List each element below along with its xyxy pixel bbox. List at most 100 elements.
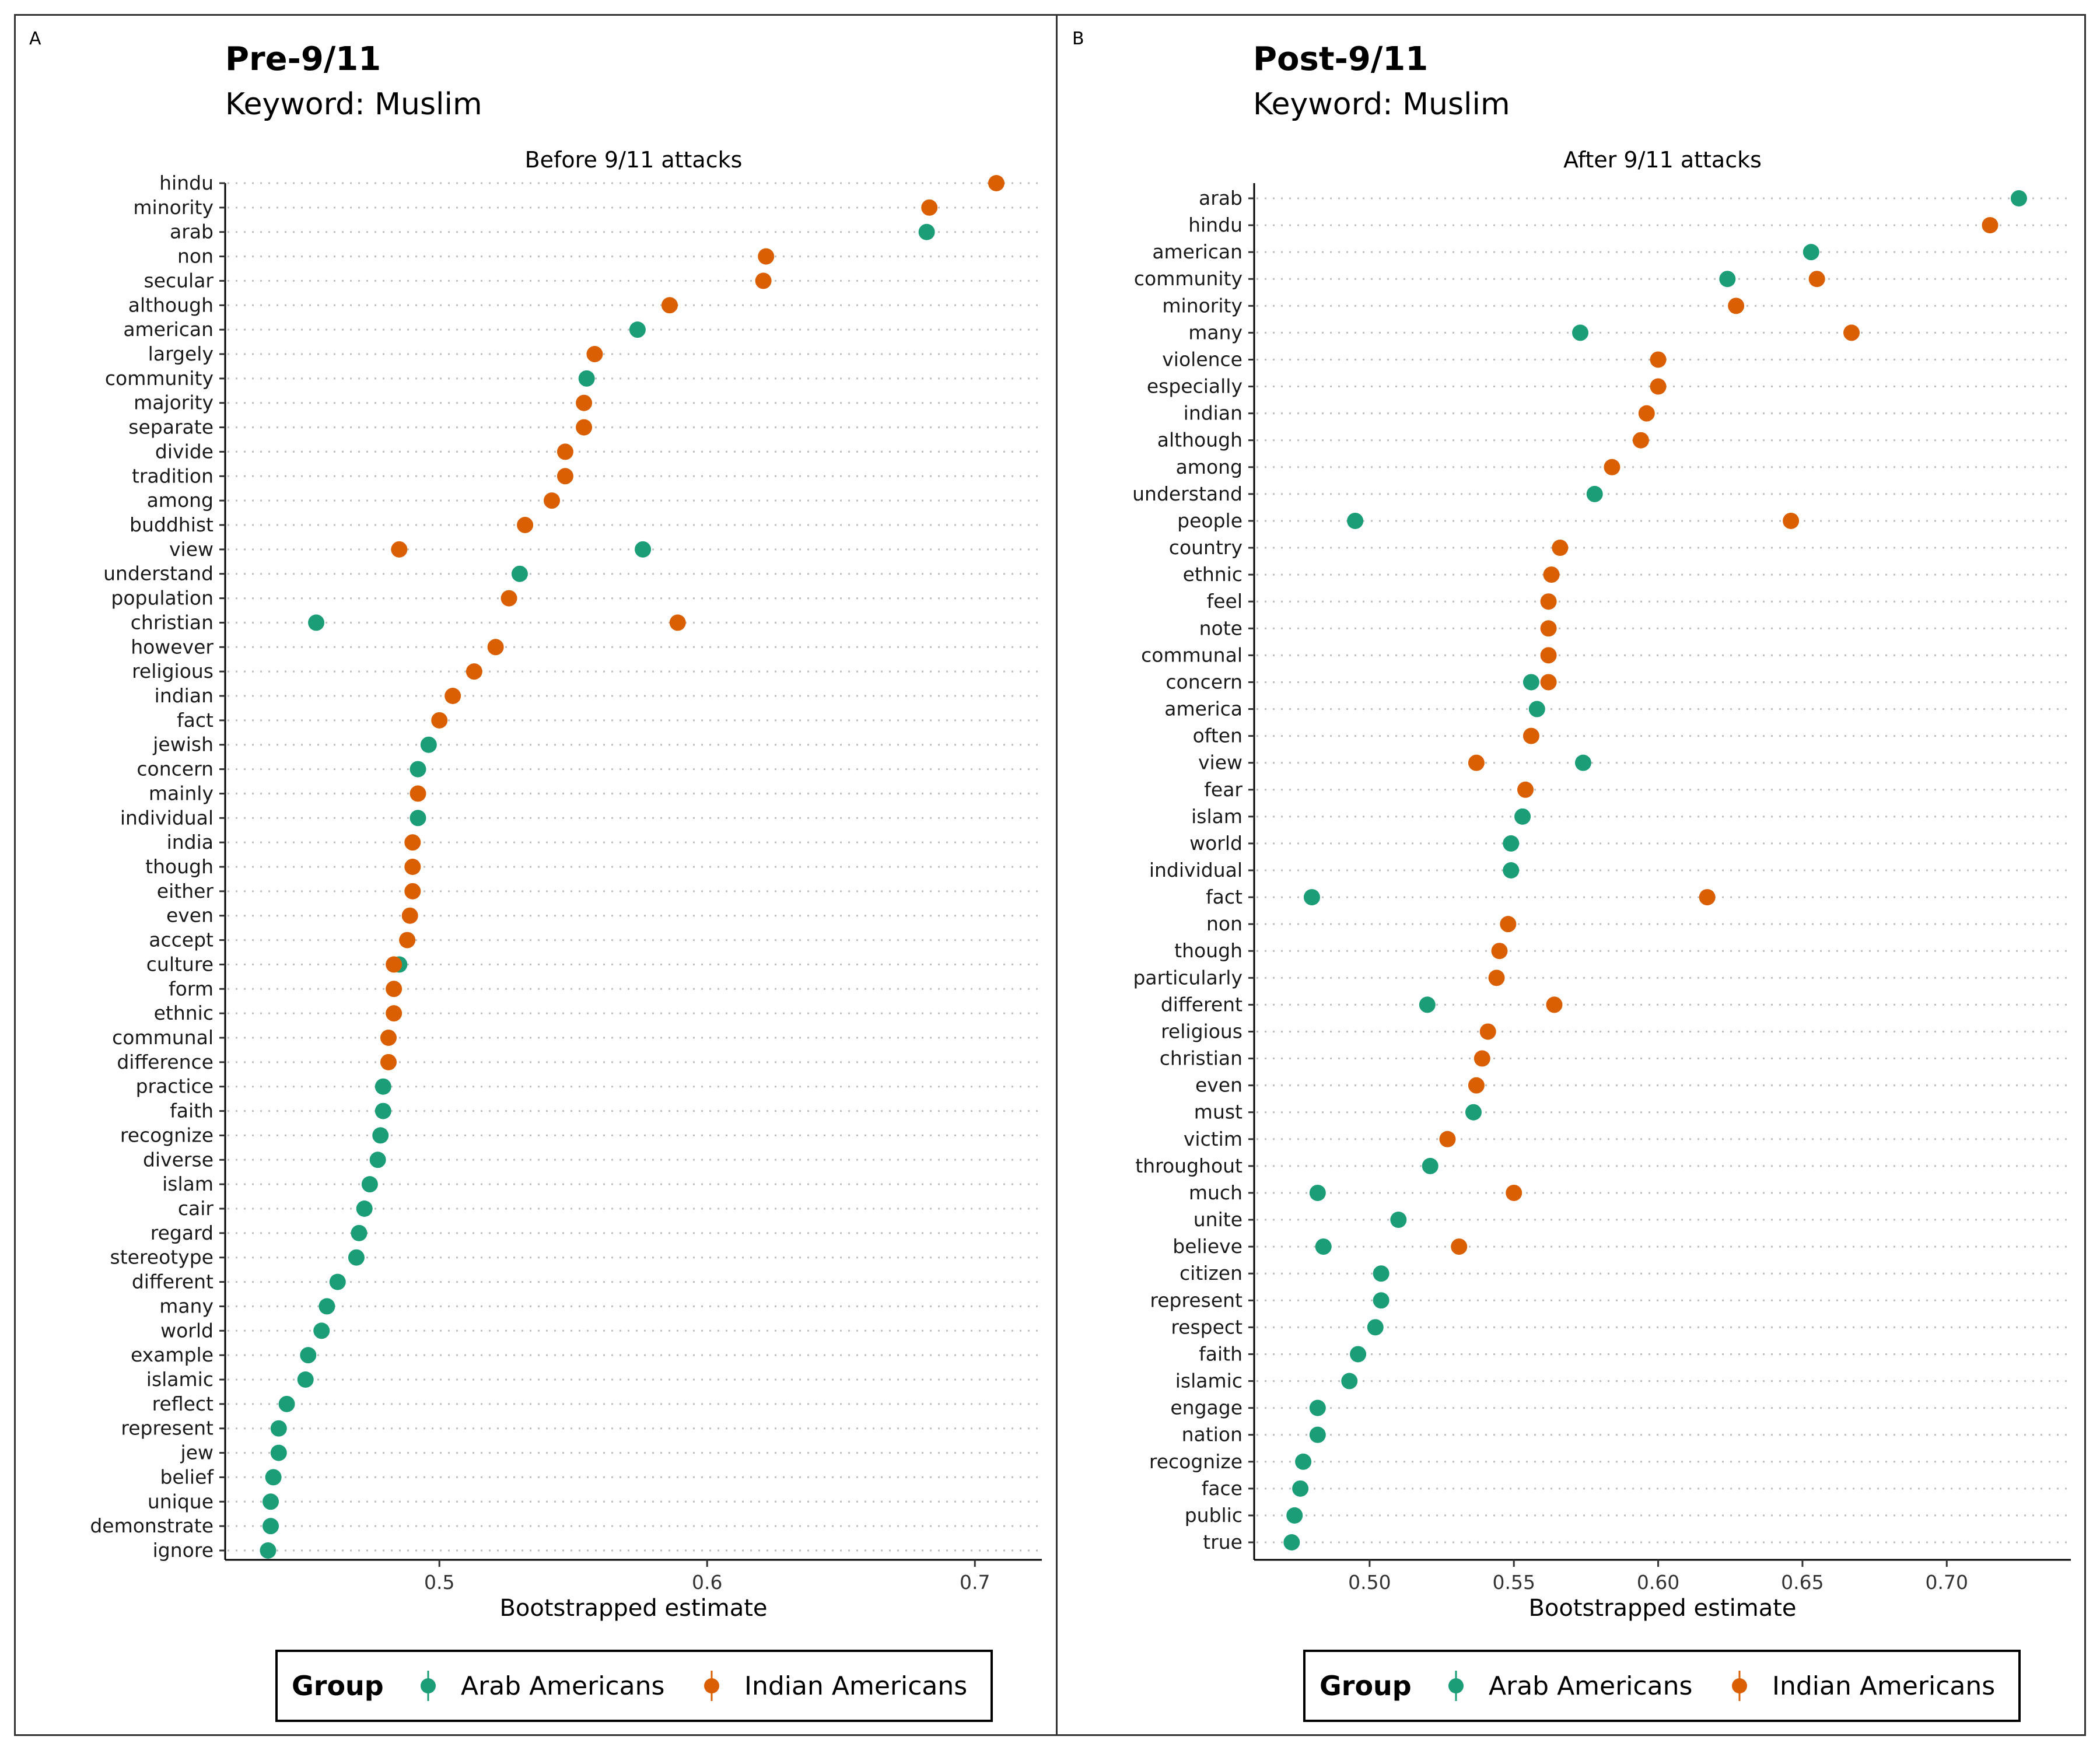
point-arab-faith xyxy=(1350,1346,1367,1363)
point-arab-believe xyxy=(1315,1238,1332,1255)
point-arab-islam xyxy=(361,1176,378,1193)
panel-a-legend-title: Group xyxy=(292,1670,384,1702)
point-arab-jewish xyxy=(420,736,437,753)
x-tick-label: 0.70 xyxy=(1926,1571,1968,1594)
y-tick-label: communal xyxy=(1141,643,1242,666)
legend-indian-key-dot xyxy=(1732,1678,1747,1693)
point-arab-many xyxy=(1572,324,1589,341)
y-tick-label: often xyxy=(1193,724,1242,747)
y-tick-label: hindu xyxy=(159,172,214,194)
y-tick-label: view xyxy=(169,538,214,561)
point-arab-public xyxy=(1286,1507,1303,1524)
point-indian-believe xyxy=(1451,1238,1468,1255)
point-arab-jew xyxy=(270,1444,287,1461)
point-arab-citizen xyxy=(1373,1265,1390,1282)
point-arab-different xyxy=(329,1273,346,1290)
y-tick-label: arab xyxy=(1199,187,1242,209)
point-indian-people xyxy=(1783,512,1800,529)
y-tick-label: public xyxy=(1185,1504,1242,1527)
panel-b-legend-indian-label: Indian Americans xyxy=(1772,1671,1995,1701)
y-tick-label: communal xyxy=(112,1026,214,1049)
legend-arab-key-dot xyxy=(421,1678,436,1693)
point-indian-accept xyxy=(399,932,416,949)
point-indian-however xyxy=(487,639,504,656)
legend-indian-key-dot xyxy=(704,1678,719,1693)
point-indian-different xyxy=(1546,996,1563,1013)
panel-b-legend-box xyxy=(1303,1650,2021,1722)
point-indian-minority xyxy=(1728,298,1745,314)
point-arab-throughout xyxy=(1422,1157,1438,1174)
panel-b-strip-label: After 9/11 attacks xyxy=(1563,147,1762,173)
x-tick-label: 0.65 xyxy=(1781,1571,1824,1594)
y-tick-label: belief xyxy=(160,1465,214,1488)
y-tick-label: buddhist xyxy=(130,513,214,536)
y-tick-label: individual xyxy=(1149,859,1242,881)
point-indian-ethnic xyxy=(386,1005,402,1022)
y-tick-label: difference xyxy=(117,1051,214,1073)
point-arab-unique xyxy=(262,1493,279,1510)
point-arab-islam xyxy=(1514,808,1531,825)
y-tick-label: culture xyxy=(146,953,214,975)
y-tick-label: stereotype xyxy=(110,1246,214,1269)
point-indian-although xyxy=(1632,432,1649,449)
x-tick-label: 0.7 xyxy=(960,1571,990,1594)
y-tick-label: particularly xyxy=(1133,966,1242,989)
panel-a-x-axis-title: Bootstrapped estimate xyxy=(499,1595,767,1622)
point-arab-view xyxy=(635,541,652,558)
y-tick-label: although xyxy=(128,293,214,316)
y-tick-label: separate xyxy=(128,416,214,439)
y-tick-label: many xyxy=(159,1294,214,1317)
point-indian-fact xyxy=(431,712,448,729)
y-tick-label: largely xyxy=(148,342,214,365)
point-indian-fear xyxy=(1517,781,1534,798)
y-tick-label: regard xyxy=(150,1222,214,1244)
point-arab-people xyxy=(1347,512,1364,529)
point-arab-individual xyxy=(410,810,426,827)
y-tick-label: christian xyxy=(131,611,214,634)
point-arab-must xyxy=(1465,1104,1482,1121)
panel-b-x-axis-title: Bootstrapped estimate xyxy=(1528,1595,1796,1622)
y-tick-label: non xyxy=(1206,912,1242,935)
point-arab-world xyxy=(1503,835,1520,852)
point-indian-victim xyxy=(1439,1130,1456,1147)
y-tick-label: reflect xyxy=(152,1392,214,1415)
point-arab-recognize xyxy=(372,1127,389,1144)
y-tick-label: even xyxy=(1195,1074,1242,1097)
point-arab-regard xyxy=(351,1224,368,1241)
point-arab-american xyxy=(1803,244,1819,261)
y-tick-label: throughout xyxy=(1135,1154,1242,1177)
y-tick-label: people xyxy=(1177,509,1242,532)
y-tick-label: ethnic xyxy=(154,1002,214,1024)
y-tick-label: even xyxy=(166,904,214,927)
point-arab-example xyxy=(300,1347,317,1364)
point-arab-arab xyxy=(2010,190,2027,206)
point-arab-true xyxy=(1283,1534,1300,1550)
point-indian-hindu xyxy=(988,175,1005,191)
point-indian-secular xyxy=(755,272,772,289)
point-arab-respect xyxy=(1367,1319,1384,1336)
point-indian-difference xyxy=(380,1054,397,1070)
point-indian-buddhist xyxy=(517,517,534,533)
y-tick-label: religious xyxy=(132,660,214,682)
y-tick-label: american xyxy=(123,318,214,341)
y-tick-label: concern xyxy=(136,758,214,780)
point-arab-islamic xyxy=(297,1371,314,1388)
point-arab-engage xyxy=(1309,1399,1326,1416)
point-indian-hindu xyxy=(1982,217,1999,234)
panel-b-legend-title: Group xyxy=(1320,1670,1412,1702)
point-arab-recognize xyxy=(1295,1453,1312,1470)
y-tick-label: however xyxy=(131,635,214,658)
point-arab-community xyxy=(578,370,595,387)
x-tick-label: 0.6 xyxy=(692,1571,722,1594)
point-indian-note xyxy=(1540,620,1557,637)
legend-arab-key-dot xyxy=(1448,1678,1464,1693)
y-tick-label: diverse xyxy=(143,1148,214,1171)
y-tick-label: citizen xyxy=(1180,1262,1242,1284)
point-indian-many xyxy=(1843,324,1860,341)
point-arab-islamic xyxy=(1341,1373,1358,1390)
y-tick-label: divide xyxy=(155,440,214,463)
y-tick-label: world xyxy=(160,1319,214,1342)
y-tick-label: faith xyxy=(170,1100,214,1122)
point-arab-unite xyxy=(1390,1212,1407,1228)
